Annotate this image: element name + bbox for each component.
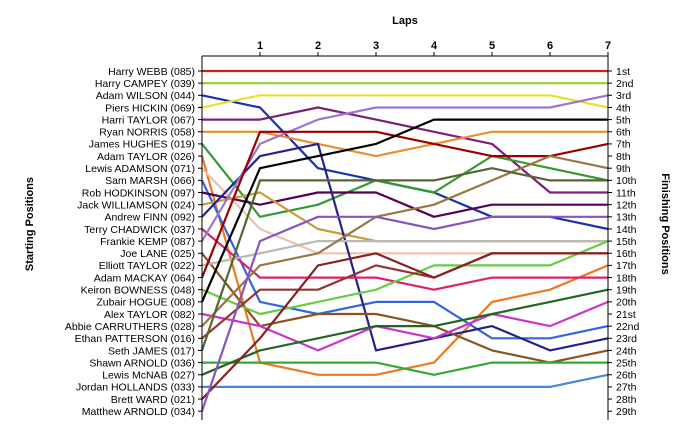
lap-tick-label: 1 (257, 40, 263, 52)
finish-position-label: 7th (616, 139, 631, 151)
series-line-13 (201, 142, 609, 352)
finish-position-label: 24th (616, 345, 637, 357)
driver-label: Brett WARD (021) (111, 394, 195, 406)
driver-label: Piers HICKIN (069) (105, 102, 195, 114)
finish-position-label: 19th (616, 285, 637, 297)
series-line-21 (201, 300, 609, 352)
driver-label: Zubair HOGUE (008) (96, 297, 195, 309)
finish-position-label: 9th (616, 163, 631, 175)
axes (198, 52, 612, 420)
series-line-18 (200, 130, 609, 279)
series-line-10 (201, 179, 609, 340)
finish-position-label: 22nd (616, 321, 640, 333)
series-line-3 (201, 94, 609, 231)
series-line-11 (201, 191, 608, 218)
lap-tick-label: 3 (373, 40, 379, 52)
series-line-16 (201, 252, 609, 364)
driver-label: Rob HODKINSON (097) (82, 187, 195, 199)
finish-position-label: 10th (616, 175, 637, 187)
finish-position-label: 1st (616, 66, 630, 78)
finish-position-label: 15th (616, 236, 637, 248)
driver-label: Harri TAYLOR (067) (102, 114, 195, 126)
finish-position-label: 29th (616, 406, 637, 418)
driver-label: Ryan NORRIS (058) (99, 127, 195, 139)
finish-position-label: 14th (616, 224, 637, 236)
series-line-27 (202, 373, 609, 388)
finish-position-label: 16th (616, 248, 637, 260)
finish-position-label: 2nd (616, 78, 634, 90)
driver-label: Andrew FINN (092) (105, 212, 195, 224)
finish-position-label: 23rd (616, 333, 637, 345)
finish-position-label: 5th (616, 114, 631, 126)
series-line-28 (201, 252, 608, 400)
series-line-24 (200, 167, 608, 351)
finish-position-label: 12th (616, 199, 637, 211)
series-line-17 (201, 240, 608, 267)
driver-label: Sam MARSH (066) (105, 175, 195, 187)
finish-position-label: 20th (616, 297, 637, 309)
driver-label: Harry CAMPEY (039) (95, 78, 195, 90)
finish-position-label: 17th (616, 260, 637, 272)
finish-position-label: 25th (616, 357, 637, 369)
driver-label: Lewis ADAMSON (071) (85, 163, 195, 175)
driver-label: Shawn ARNOLD (036) (89, 357, 195, 369)
left-axis-title: Starting Positions (24, 177, 36, 271)
finish-position-label: 18th (616, 272, 637, 284)
series-line-29 (200, 215, 608, 412)
finish-position-label: 6th (616, 127, 631, 139)
finish-position-label: 26th (616, 370, 637, 382)
driver-label: Abbie CARRUTHERS (028) (65, 321, 195, 333)
series-lines (200, 69, 609, 412)
driver-label: Frankie KEMP (087) (100, 236, 195, 248)
series-line-20 (200, 118, 608, 303)
lap-tick-label: 7 (605, 40, 611, 52)
finish-position-label: 8th (616, 151, 631, 163)
finish-position-label: 21st (616, 309, 636, 321)
driver-label: Alex TAYLOR (082) (104, 309, 195, 321)
driver-label: Terry CHADWICK (037) (84, 224, 195, 236)
right-axis-title: Finishing Positions (659, 173, 671, 274)
driver-label: Matthew ARNOLD (034) (82, 406, 195, 418)
series-line-15 (201, 94, 609, 242)
finish-position-label: 28th (616, 394, 637, 406)
driver-label: Adam MACKAY (064) (94, 272, 195, 284)
series-line-25 (202, 361, 608, 376)
finish-position-label: 4th (616, 102, 631, 114)
driver-label: Harry WEBB (085) (108, 66, 195, 78)
lap-tick-label: 2 (315, 40, 321, 52)
finish-position-label: 27th (616, 382, 637, 394)
lap-tick-label: 4 (431, 40, 438, 52)
driver-label: Adam WILSON (044) (96, 90, 195, 102)
driver-label: Jack WILLIAMSON (024) (77, 199, 195, 211)
series-line-22 (201, 155, 609, 327)
driver-label: Lewis McNAB (027) (102, 370, 195, 382)
lap-tick-label: 6 (547, 40, 553, 52)
driver-label: James HUGHES (019) (89, 139, 195, 151)
series-line-14 (201, 228, 608, 291)
series-line-19 (201, 240, 609, 316)
series-line-26 (201, 288, 609, 376)
driver-label: Elliott TAYLOR (022) (99, 260, 195, 272)
driver-label: Seth JAMES (017) (108, 345, 195, 357)
series-line-5 (202, 106, 608, 194)
finish-position-label: 11th (616, 187, 636, 199)
driver-label: Adam TAYLOR (026) (97, 151, 195, 163)
lap-tick-label: 5 (489, 40, 495, 52)
driver-label: Jordan HOLLANDS (033) (76, 382, 195, 394)
finish-position-label: 3rd (616, 90, 631, 102)
driver-label: Keiron BOWNESS (048) (81, 285, 195, 297)
series-line-7 (201, 143, 609, 218)
series-line-6 (202, 130, 608, 158)
driver-label: Joe LANE (025) (120, 248, 195, 260)
series-line-4 (201, 94, 609, 109)
driver-label: Ethan PATTERSON (016) (75, 333, 195, 345)
x-axis-title: Laps (392, 15, 418, 27)
finish-position-label: 13th (616, 212, 637, 224)
axis-labels: 1 2 3 4 5 6 7 Harry WEBB (085)Harry CAMPEY (039… (65, 40, 640, 418)
